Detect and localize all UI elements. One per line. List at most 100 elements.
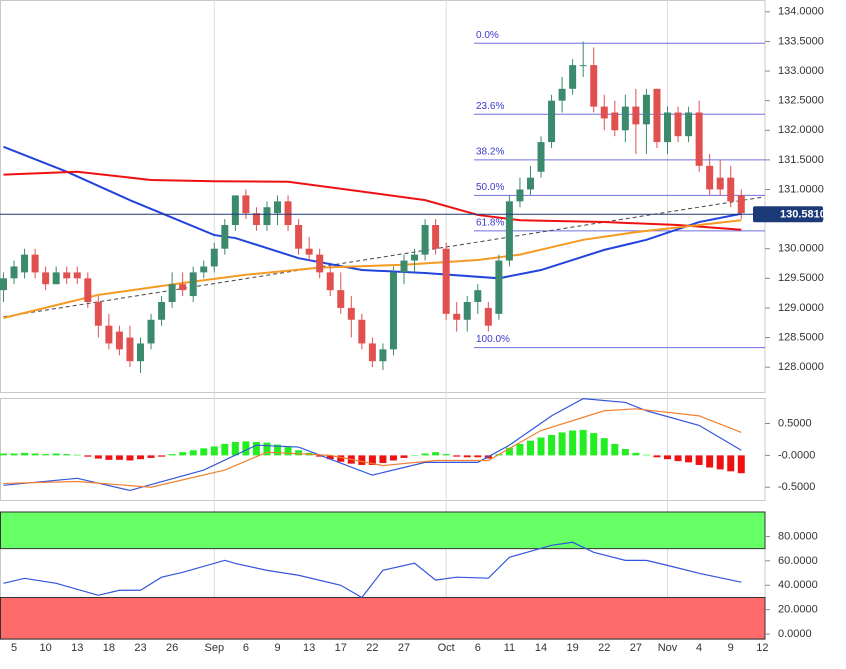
candle-body [31, 254, 39, 273]
y-tick-label: 132.0000 [778, 124, 824, 136]
candle-body [73, 272, 81, 279]
candle-body [284, 201, 292, 226]
candle-body [579, 65, 587, 67]
histogram-bar [158, 455, 166, 457]
candle-body [52, 272, 60, 285]
candle-body [94, 301, 102, 326]
x-tick-label: 10 [40, 642, 52, 654]
candle-body [463, 301, 471, 320]
histogram-bar [221, 443, 229, 456]
y-tick-label: -0.0000 [778, 449, 815, 461]
y-tick-label: 60.0000 [778, 555, 818, 567]
candle-body [10, 266, 18, 279]
histogram-bar [737, 455, 745, 474]
histogram-bar [52, 453, 60, 456]
candle-body [484, 307, 492, 326]
histogram-bar [548, 434, 556, 456]
candle-body [252, 213, 260, 226]
histogram-bar [411, 455, 419, 456]
candle-body [411, 254, 419, 261]
candle-body [0, 278, 7, 291]
histogram-bar [421, 453, 429, 456]
histogram-bar [200, 448, 208, 456]
candle-body [305, 248, 313, 255]
candle-body [242, 195, 250, 214]
panel-frame [0, 0, 766, 393]
candle-body [421, 225, 429, 255]
candle-body [84, 278, 92, 302]
candle-body [442, 248, 450, 314]
fib-label: 61.8% [476, 218, 504, 229]
candle-body [569, 65, 577, 89]
candle-body [548, 100, 556, 143]
candle-body [432, 225, 440, 249]
candle-body [621, 106, 629, 131]
histogram-bar [126, 455, 134, 461]
candle-body [189, 272, 197, 297]
candle-body [105, 325, 113, 344]
histogram-bar [453, 455, 461, 457]
histogram-bar [63, 454, 71, 456]
x-tick-label: 9 [274, 642, 280, 654]
candle-body [674, 112, 682, 137]
x-tick-label: 11 [504, 642, 515, 654]
histogram-bar [653, 455, 661, 458]
candle-body [263, 207, 271, 226]
histogram-bar [537, 437, 545, 456]
y-tick-label: 20.0000 [778, 604, 818, 616]
histogram-bar [674, 455, 682, 462]
histogram-bar [231, 441, 239, 456]
histogram-bar [21, 452, 29, 456]
candle-body [600, 106, 608, 119]
histogram-bar [326, 455, 334, 460]
y-tick-label: 132.5000 [778, 95, 824, 107]
histogram-bar [590, 433, 598, 456]
x-tick-label: Sep [204, 642, 224, 654]
y-tick-label: 134.0000 [778, 6, 824, 18]
candle-body [326, 272, 334, 291]
x-tick-label: 4 [696, 642, 702, 654]
histogram-bar [389, 455, 397, 461]
y-tick-label: 80.0000 [778, 530, 818, 542]
candle-body [632, 106, 640, 125]
candle-body [210, 248, 218, 267]
y-tick-label: -0.5000 [778, 481, 815, 493]
histogram-bar [295, 450, 303, 456]
histogram-bar [716, 455, 724, 470]
candle-body [590, 65, 598, 107]
histogram-bar [505, 447, 513, 456]
panel-frame [0, 398, 766, 501]
x-tick-label: 9 [728, 642, 734, 654]
y-tick-label: 0.5000 [778, 417, 812, 429]
histogram-bar [0, 453, 7, 456]
candle-body [368, 343, 376, 362]
indicator-line [3, 398, 742, 492]
histogram-bar [368, 455, 376, 465]
x-tick-label: 19 [567, 642, 579, 654]
x-tick-label: 22 [598, 642, 610, 654]
fib-label: 38.2% [476, 147, 504, 158]
histogram-bar [664, 455, 672, 460]
x-tick-label: 6 [243, 642, 249, 654]
candle-body [274, 201, 282, 214]
candle-body [685, 112, 693, 137]
candle-body [231, 195, 239, 226]
candle-body [537, 142, 545, 172]
histogram-bar [474, 455, 482, 458]
candle-body [727, 177, 735, 202]
histogram-bar [147, 455, 155, 458]
histogram-bar [284, 447, 292, 456]
candle-body [21, 254, 29, 273]
x-tick-label: 13 [303, 642, 315, 654]
trend-line [3, 196, 763, 318]
candle-body [379, 349, 387, 362]
candle-body [158, 301, 166, 320]
candle-body [136, 343, 144, 362]
histogram-bar [42, 454, 50, 456]
histogram-bar [621, 449, 629, 456]
candle-body [295, 225, 303, 249]
candle-body [706, 165, 714, 190]
candle-body [474, 290, 482, 302]
